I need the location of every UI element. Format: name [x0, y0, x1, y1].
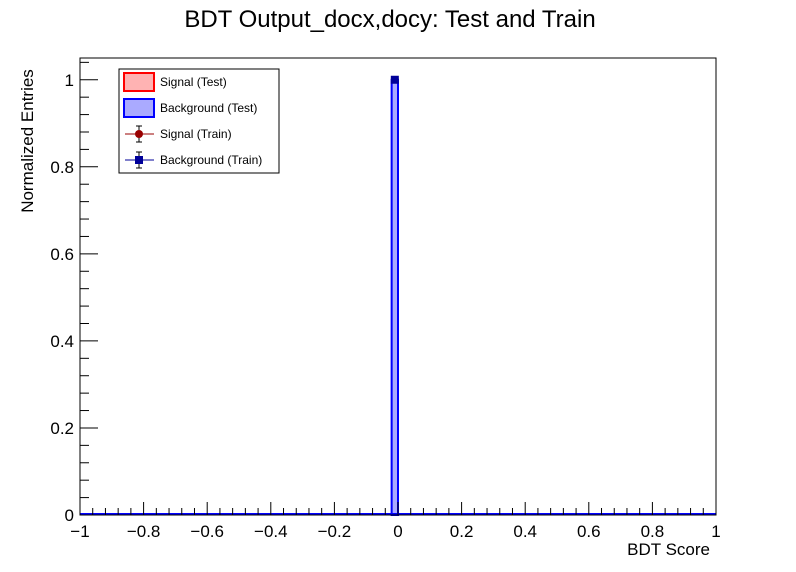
legend-marker-3	[135, 156, 143, 164]
y-axis-title: Normalized Entries	[18, 69, 37, 213]
x-tick-label: 0	[393, 522, 402, 541]
train-marker-3-0	[390, 75, 399, 84]
y-tick-label: 0.8	[50, 158, 74, 177]
axes: −1 −0.8 −0.6 −0.4 −0.2 0 0.2 0.4 0.6 0.8 1 0 0.2 0.4 0…	[50, 61, 721, 541]
y-tick-label: 0.4	[50, 332, 74, 351]
legend-label-2: Signal (Train)	[160, 127, 232, 141]
x-tick-label: −0.2	[318, 522, 352, 541]
legend-swatch-1	[123, 98, 155, 118]
y-tick-label: 0	[65, 506, 74, 525]
x-tick-label: −1	[70, 522, 89, 541]
legend-swatch-0	[123, 72, 155, 92]
x-tick-label: 0.2	[450, 522, 474, 541]
x-tick-label: −0.6	[190, 522, 224, 541]
legend-label-3: Background (Train)	[160, 153, 262, 167]
legend-label-1: Background (Test)	[160, 101, 257, 115]
legend: Signal (Test) Background (Test) Signal (Tr…	[118, 68, 280, 174]
x-axis-title: BDT Score	[627, 540, 710, 559]
x-tick-label: 1	[711, 522, 720, 541]
hist-bar-1-0	[390, 78, 400, 516]
y-tick-label: 0.2	[50, 419, 74, 438]
x-tick-label: 0.6	[577, 522, 601, 541]
y-tick-label: 0.6	[50, 245, 74, 264]
legend-marker-2	[135, 130, 143, 138]
x-tick-label: 0.8	[641, 522, 665, 541]
x-tick-label: 0.4	[513, 522, 537, 541]
x-tick-label: −0.4	[254, 522, 288, 541]
x-tick-label: −0.8	[127, 522, 161, 541]
legend-label-0: Signal (Test)	[160, 75, 227, 89]
y-tick-label: 1	[65, 71, 74, 90]
chart-title: BDT Output_docx,docy: Test and Train	[184, 6, 595, 33]
